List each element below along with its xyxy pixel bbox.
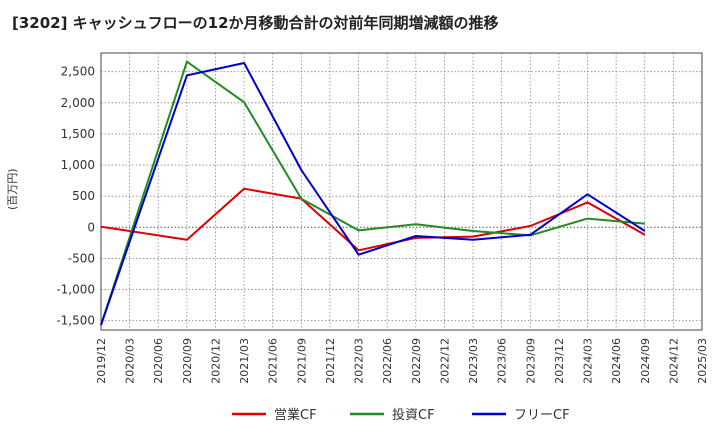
series-line-2 bbox=[100, 60, 645, 326]
x-tick-label: 2024/09 bbox=[639, 338, 652, 384]
y-tick-label: -500 bbox=[68, 251, 95, 265]
y-tick-label: 500 bbox=[72, 189, 95, 203]
x-tick-label: 2024/06 bbox=[610, 338, 623, 384]
x-tick-label: 2024/12 bbox=[667, 338, 680, 384]
y-tick-label: 2,500 bbox=[61, 65, 95, 79]
x-tick-label: 2023/03 bbox=[467, 338, 480, 384]
y-tick-label: 1,000 bbox=[61, 158, 95, 172]
x-tick-label: 2024/03 bbox=[582, 338, 595, 384]
x-tick-label: 2022/09 bbox=[410, 338, 423, 384]
plot-area bbox=[101, 53, 702, 330]
x-tick-label: 2023/09 bbox=[524, 338, 537, 384]
x-tick-label: 2022/06 bbox=[381, 338, 394, 384]
y-tick-label: -1,500 bbox=[56, 314, 95, 328]
x-tick-label: 2020/12 bbox=[209, 338, 222, 384]
x-tick-label: 2020/06 bbox=[152, 338, 165, 384]
legend-label-3: フリーCF bbox=[514, 408, 570, 423]
legend-label-2: 投資CF bbox=[392, 407, 435, 423]
x-tick-label: 2021/06 bbox=[267, 338, 280, 384]
y-tick-label: 2,000 bbox=[61, 96, 95, 110]
legend-label-1: 営業CF bbox=[274, 407, 317, 423]
y-tick-label: 1,500 bbox=[61, 127, 95, 141]
x-tick-label: 2022/03 bbox=[353, 338, 366, 384]
x-tick-label: 2020/09 bbox=[181, 338, 194, 384]
chart-title: [3202] キャッシュフローの12か月移動合計の対前年同期増減額の推移 bbox=[12, 14, 499, 32]
x-tick-label: 2021/09 bbox=[295, 338, 308, 384]
x-tick-label: 2023/06 bbox=[496, 338, 509, 384]
x-tick-label: 2021/12 bbox=[324, 338, 337, 384]
y-tick-label: 0 bbox=[87, 220, 95, 234]
x-tick-label: 2025/03 bbox=[696, 338, 709, 384]
x-tick-label: 2022/12 bbox=[438, 338, 451, 384]
y-tick-label: -1,000 bbox=[56, 283, 95, 297]
series-line-3 bbox=[100, 62, 646, 326]
x-tick-label: 2021/03 bbox=[238, 338, 251, 384]
plot-border bbox=[100, 52, 703, 331]
x-tick-label: 2019/12 bbox=[95, 338, 108, 384]
x-tick-label: 2020/03 bbox=[124, 338, 137, 384]
x-tick-label: 2023/12 bbox=[553, 338, 566, 384]
